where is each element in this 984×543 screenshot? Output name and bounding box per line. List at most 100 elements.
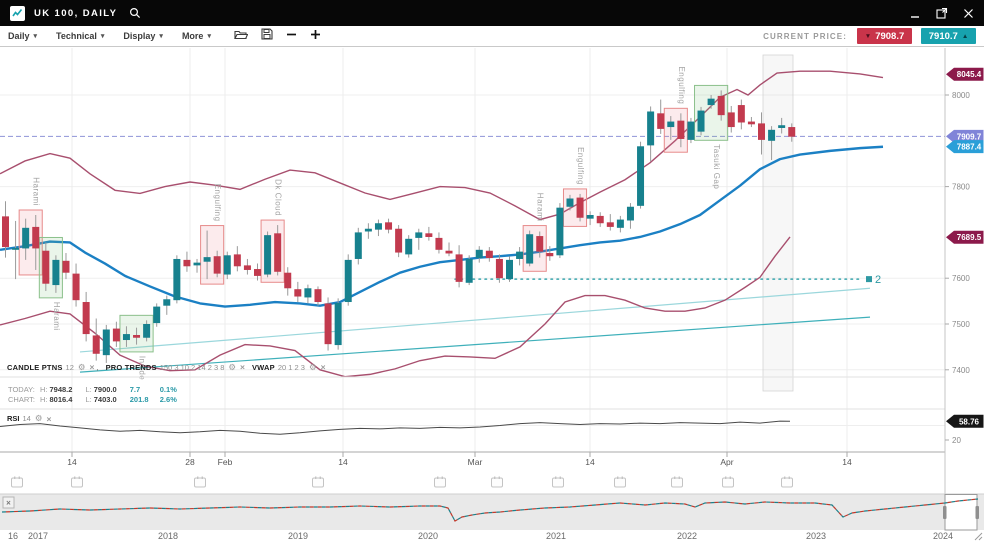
candle-up <box>465 258 473 283</box>
event-calendar-icon-detail <box>14 476 16 479</box>
menu-more[interactable]: More <box>182 31 211 41</box>
event-calendar-icon[interactable] <box>71 477 83 488</box>
event-calendar-icon[interactable] <box>491 477 503 488</box>
navigator-price-line <box>1 498 979 522</box>
event-calendar-icon[interactable] <box>312 477 324 488</box>
candle-up <box>778 125 786 128</box>
resize-grip[interactable] <box>978 536 983 541</box>
gear-icon[interactable] <box>309 362 317 372</box>
pro-trends-mid-line <box>0 145 884 308</box>
change-value: 7.7 <box>129 385 141 394</box>
open-folder-icon[interactable] <box>234 27 249 45</box>
indicator-name: PRO TRENDS <box>105 363 157 372</box>
search-icon[interactable] <box>129 7 141 19</box>
pattern-label: Engulfing <box>213 184 222 222</box>
remove-indicator-icon[interactable] <box>240 362 245 372</box>
candle-down <box>737 105 745 123</box>
indicator-params: 20 1 2 3 <box>277 363 305 372</box>
candle-down <box>294 289 302 297</box>
arrow-down-icon: ▼ <box>864 32 872 40</box>
y-tick-label: 7500 <box>952 320 970 329</box>
navigator-year-label: 2018 <box>158 531 178 541</box>
price-badge <box>946 230 984 244</box>
gear-icon[interactable] <box>35 413 43 424</box>
remove-indicator-icon[interactable] <box>321 362 326 372</box>
event-calendar-icon[interactable] <box>552 477 564 488</box>
support-marker <box>866 276 872 283</box>
event-calendar-icon[interactable] <box>614 477 626 488</box>
gear-icon[interactable] <box>228 362 236 372</box>
menu-display[interactable]: Display <box>123 31 163 41</box>
candle-up <box>667 121 675 128</box>
x-tick-label: Feb <box>218 457 233 467</box>
candle-down <box>133 334 141 338</box>
navigator-handle-right[interactable] <box>975 506 980 519</box>
price-badge-value: 7909.7 <box>957 132 982 141</box>
navigator-year-label: 2019 <box>288 531 308 541</box>
candle-down <box>32 226 40 249</box>
event-calendar-icon-detail <box>555 476 557 479</box>
candle-up <box>193 262 201 266</box>
menu-technical[interactable]: Technical <box>56 31 104 41</box>
pattern-label: Dk Cloud <box>274 179 283 216</box>
candle-up <box>22 227 30 249</box>
minimize-button[interactable] <box>910 8 921 19</box>
save-icon[interactable] <box>261 27 273 45</box>
candle-down <box>62 260 70 273</box>
menu-timeframe[interactable]: Daily <box>8 31 37 41</box>
event-calendar-icon[interactable] <box>781 477 793 488</box>
event-calendar-icon[interactable] <box>434 477 446 488</box>
zoom-out-button[interactable] <box>286 27 297 45</box>
pattern-label: Engulfing <box>677 66 686 104</box>
y-tick-label: 8000 <box>952 91 970 100</box>
event-calendar-icon[interactable] <box>194 477 206 488</box>
candle-up <box>264 235 272 275</box>
x-tick-label: Mar <box>468 457 483 467</box>
candle-up <box>223 255 231 275</box>
navigator-close-button[interactable] <box>2 496 15 509</box>
candle-down <box>536 236 544 252</box>
close-window-button[interactable] <box>963 8 974 19</box>
candle-down <box>284 272 292 289</box>
candle-up <box>163 299 171 306</box>
candle-down <box>546 253 554 257</box>
pattern-label: Harami <box>32 177 41 206</box>
candle-down <box>274 233 282 272</box>
event-calendar-icon[interactable] <box>722 477 734 488</box>
zoom-in-button[interactable] <box>310 27 321 45</box>
navigator-year-label: 2022 <box>677 531 697 541</box>
sell-price-button[interactable]: ▼ 7908.7 <box>857 28 912 44</box>
rsi-indicator-label: RSI 14 <box>7 413 51 424</box>
buy-price-button[interactable]: 7910.7 ▲ <box>921 28 976 44</box>
indicator-vwap: VWAP 20 1 2 3 <box>252 362 326 373</box>
navigator-handle-left[interactable] <box>943 506 947 519</box>
candle-up <box>687 121 695 140</box>
candle-up <box>334 302 342 346</box>
chart-toolbar: Daily Technical Display More CURRENT PRI… <box>0 26 984 47</box>
event-calendar-icon[interactable] <box>671 477 683 488</box>
candle-up <box>405 238 413 255</box>
candle-up <box>697 110 705 132</box>
event-calendar-icon-detail <box>437 476 439 479</box>
indicator-name: RSI <box>7 414 20 423</box>
candle-down <box>82 302 90 335</box>
candle-up <box>304 288 312 298</box>
remove-indicator-icon[interactable] <box>46 414 51 424</box>
arrow-up-icon: ▲ <box>961 32 969 40</box>
price-chart-canvas[interactable]: 2 Harami Harami Inside Engulfing Dk Cloud Hara… <box>0 48 984 543</box>
indicator-params: 150 3 10 2 14 2 3 8 <box>159 363 225 372</box>
candle-up <box>415 232 423 238</box>
popout-window-button[interactable] <box>936 7 948 19</box>
event-calendar-icon-detail <box>319 476 321 479</box>
remove-indicator-icon[interactable] <box>90 362 95 372</box>
gear-icon[interactable] <box>78 362 86 372</box>
resize-grip[interactable] <box>974 532 983 541</box>
change-percent: 0.1% <box>159 385 177 394</box>
event-calendar-icon-detail <box>494 476 496 479</box>
event-calendar-icon[interactable] <box>11 477 23 488</box>
candle-up <box>153 306 161 324</box>
price-badge <box>946 140 984 154</box>
candle-down <box>445 250 453 254</box>
candle-down <box>72 273 80 301</box>
